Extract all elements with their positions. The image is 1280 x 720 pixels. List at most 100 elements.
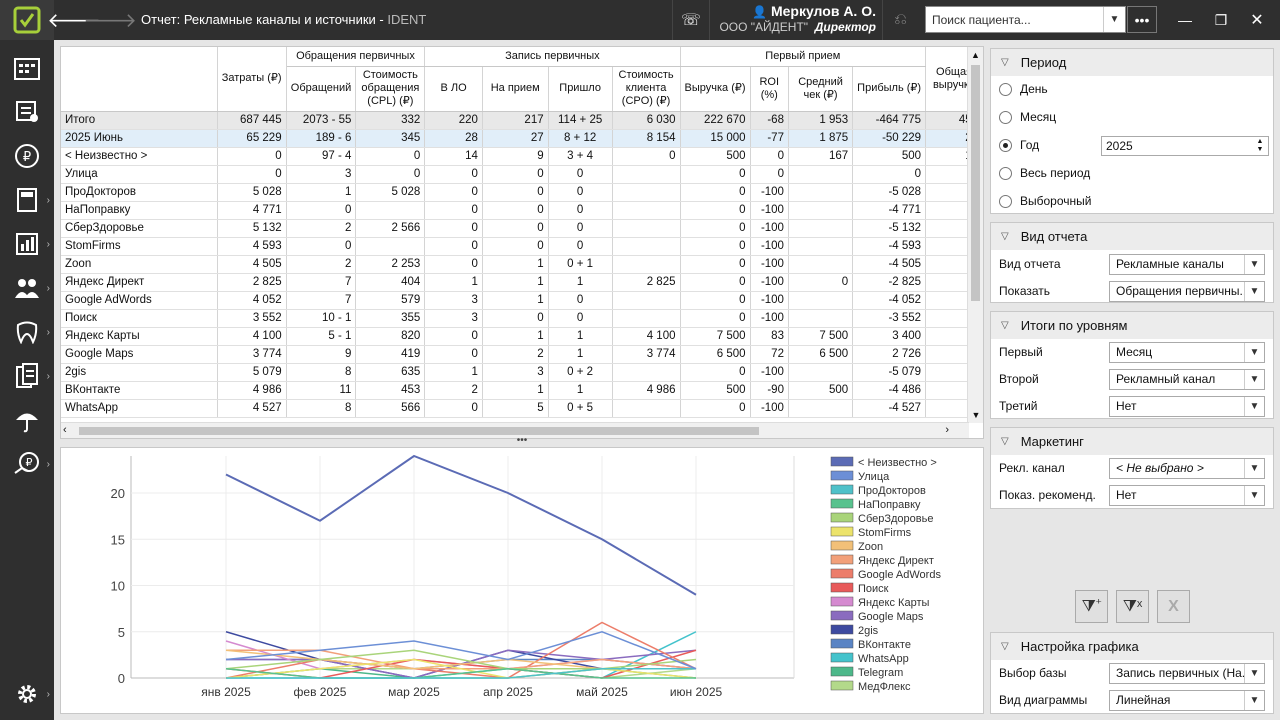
table-cell[interactable]: 65 229: [217, 129, 287, 148]
radio-month[interactable]: [999, 110, 1012, 124]
period-header[interactable]: ▽ Период: [991, 49, 1273, 76]
radio-day[interactable]: [999, 82, 1012, 96]
table-row[interactable]: НаПоправку 4 771 0 0 0 0 0 -100 -4 771: [61, 201, 983, 220]
table-cell[interactable]: 1: [482, 327, 549, 346]
table-cell[interactable]: 27: [482, 129, 549, 148]
table-cell[interactable]: [788, 309, 854, 328]
row-label-cell[interactable]: < Неизвестно >: [61, 147, 218, 166]
table-cell[interactable]: 5 132: [217, 219, 287, 238]
radio-custom[interactable]: [999, 194, 1012, 208]
table-cell[interactable]: 0: [482, 165, 549, 184]
table-row[interactable]: Яндекс Карты 4 100 5 - 1 820 0 1 1 4 100 7 500 83…: [61, 327, 983, 346]
splitter-handle[interactable]: •••: [516, 435, 528, 446]
second-level-select[interactable]: Рекламный канал ▼: [1109, 368, 1265, 390]
table-cell[interactable]: -100: [750, 201, 789, 220]
table-cell[interactable]: -90: [750, 381, 789, 400]
row-label-cell[interactable]: Улица: [61, 165, 218, 184]
table-cell[interactable]: 0: [424, 219, 483, 238]
chevron-down-icon[interactable]: ▼: [1244, 369, 1264, 389]
table-cell[interactable]: 1: [482, 291, 549, 310]
period-option-month[interactable]: Месяц: [999, 110, 1056, 124]
table-cell[interactable]: 0: [482, 309, 549, 328]
table-cell[interactable]: 0: [680, 363, 751, 382]
table-cell[interactable]: [788, 291, 854, 310]
table-row[interactable]: СберЗдоровье 5 132 2 2 566 0 0 0 0 -100 -5 132: [61, 219, 983, 238]
table-cell[interactable]: 9: [482, 147, 549, 166]
table-cell[interactable]: 0: [852, 165, 927, 184]
table-cell[interactable]: 0: [355, 165, 426, 184]
loyalty-icon[interactable]: ₽ ›: [0, 442, 54, 486]
table-cell[interactable]: 1: [482, 255, 549, 274]
table-cell[interactable]: 0: [548, 237, 613, 256]
table-cell[interactable]: -5 028: [852, 183, 927, 202]
table-cell[interactable]: 2 566: [355, 219, 426, 238]
table-cell[interactable]: 15 000: [680, 129, 751, 148]
finance-icon[interactable]: ₽: [0, 134, 54, 178]
spinner-arrows-icon[interactable]: ▲ ▼: [1256, 138, 1264, 153]
table-cell[interactable]: 0: [680, 201, 751, 220]
table-cell[interactable]: 1: [424, 273, 483, 292]
table-cell[interactable]: 3 400: [852, 327, 927, 346]
table-cell[interactable]: [788, 219, 854, 238]
row-label-cell[interactable]: ПроДокторов: [61, 183, 218, 202]
table-cell[interactable]: 7: [286, 291, 357, 310]
table-cell[interactable]: 14: [424, 147, 483, 166]
table-cell[interactable]: 3: [286, 165, 357, 184]
table-cell[interactable]: 0: [355, 147, 426, 166]
recommend-select[interactable]: Нет ▼: [1109, 484, 1265, 506]
table-cell[interactable]: [788, 255, 854, 274]
table-cell[interactable]: [612, 399, 681, 418]
table-cell[interactable]: 4 505: [217, 255, 287, 274]
row-label-cell[interactable]: Итого: [61, 111, 218, 130]
table-cell[interactable]: 0: [680, 183, 751, 202]
horizontal-scrollbar[interactable]: ‹ ›: [61, 422, 969, 438]
table-row[interactable]: Улица 0 3 0 0 0 0 0 0 0: [61, 165, 983, 184]
table-cell[interactable]: 2: [482, 345, 549, 364]
table-cell[interactable]: 4 593: [217, 237, 287, 256]
table-cell[interactable]: 2 825: [612, 273, 681, 292]
row-label-cell[interactable]: 2025 Июнь: [61, 129, 218, 148]
clear-filter-button[interactable]: ⧩ˣ: [1116, 590, 1149, 623]
scroll-left-icon[interactable]: ‹: [63, 424, 67, 436]
radio-all[interactable]: [999, 166, 1012, 180]
table-cell[interactable]: 6 500: [788, 345, 854, 364]
row-label-cell[interactable]: Яндекс Директ: [61, 273, 218, 292]
table-cell[interactable]: -100: [750, 399, 789, 418]
table-cell[interactable]: 0: [217, 165, 287, 184]
chevron-down-icon[interactable]: ▼: [1244, 690, 1264, 710]
table-cell[interactable]: 0: [424, 327, 483, 346]
apply-filter-button[interactable]: ⧩⁺: [1075, 590, 1108, 623]
table-cell[interactable]: 5 028: [355, 183, 426, 202]
table-cell[interactable]: 8 154: [612, 129, 681, 148]
table-cell[interactable]: 0: [548, 219, 613, 238]
table-row[interactable]: < Неизвестно >0 97 - 4 0 14 9 3 + 4 0 500 0 167 50…: [61, 147, 983, 166]
table-cell[interactable]: 820: [355, 327, 426, 346]
table-cell[interactable]: 3: [424, 309, 483, 328]
table-cell[interactable]: 1: [482, 381, 549, 400]
table-cell[interactable]: -100: [750, 363, 789, 382]
scroll-right-icon[interactable]: ›: [945, 424, 949, 436]
table-cell[interactable]: 0 + 1: [548, 255, 613, 274]
col-header-7[interactable]: Выручка (₽): [680, 66, 751, 112]
table-cell[interactable]: 8: [286, 399, 357, 418]
table-cell[interactable]: 189 - 6: [286, 129, 357, 148]
table-cell[interactable]: 0: [424, 255, 483, 274]
table-cell[interactable]: [788, 363, 854, 382]
row-label-cell[interactable]: ВКонтакте: [61, 381, 218, 400]
chevron-down-icon[interactable]: ▼: [1244, 485, 1264, 505]
table-cell[interactable]: 4 527: [217, 399, 287, 418]
table-cell[interactable]: -464 775: [852, 111, 927, 130]
table-cell[interactable]: 500: [680, 147, 751, 166]
levels-header[interactable]: ▽ Итоги по уровням: [991, 312, 1273, 339]
period-option-all[interactable]: Весь период: [999, 166, 1090, 180]
restore-icon[interactable]: ❐: [1214, 11, 1228, 28]
table-cell[interactable]: -50 229: [852, 129, 927, 148]
horizontal-scroll-thumb[interactable]: [79, 427, 759, 435]
table-cell[interactable]: 3: [424, 291, 483, 310]
table-cell[interactable]: 500: [680, 381, 751, 400]
table-cell[interactable]: 5 028: [217, 183, 287, 202]
table-cell[interactable]: 1: [482, 273, 549, 292]
table-cell[interactable]: 0: [612, 147, 681, 166]
table-cell[interactable]: 1 875: [788, 129, 854, 148]
table-cell[interactable]: 453: [355, 381, 426, 400]
